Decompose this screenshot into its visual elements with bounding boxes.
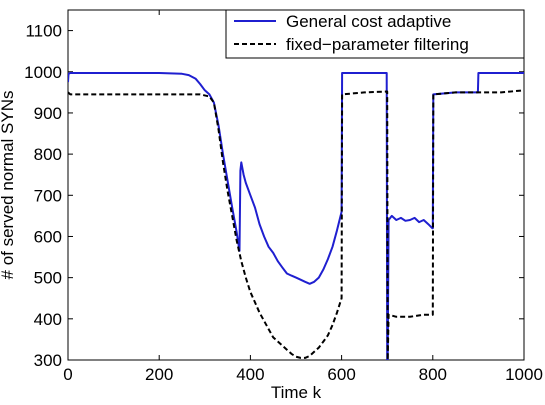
legend-label-fixed-parameter-filtering: fixed−parameter filtering <box>286 35 469 54</box>
y-tick-label: 800 <box>34 145 62 164</box>
y-axis-label: # of served normal SYNs <box>0 91 17 280</box>
y-tick-label: 500 <box>34 269 62 288</box>
y-tick-label: 600 <box>34 227 62 246</box>
legend: General cost adaptive fixed−parameter fi… <box>225 9 525 59</box>
series-line-general-cost-adaptive <box>68 72 524 360</box>
y-axis-ticks: 300 400 500 600 700 800 900 1000 1100 <box>24 22 524 370</box>
y-tick-label: 400 <box>34 310 62 329</box>
y-tick-label: 900 <box>34 104 62 123</box>
plot-area-frame <box>67 9 525 361</box>
x-tick-label: 800 <box>419 365 447 384</box>
series-line-fixed-parameter-filtering <box>68 89 524 360</box>
y-tick-label: 1100 <box>25 22 62 41</box>
x-tick-label: 200 <box>145 365 173 384</box>
legend-label-general-cost-adaptive: General cost adaptive <box>286 12 451 31</box>
y-tick-label: 300 <box>34 351 62 370</box>
x-axis-label: Time k <box>271 383 322 402</box>
y-tick-label: 1000 <box>24 63 62 82</box>
x-tick-label: 400 <box>236 365 264 384</box>
x-tick-label: 1000 <box>505 365 543 384</box>
y-tick-label: 700 <box>34 186 62 205</box>
legend-box <box>225 9 525 59</box>
x-axis-ticks: 0 200 400 600 800 1000 <box>63 10 543 384</box>
series-layer <box>68 72 524 360</box>
x-tick-label: 600 <box>327 365 355 384</box>
x-tick-label: 0 <box>63 365 72 384</box>
